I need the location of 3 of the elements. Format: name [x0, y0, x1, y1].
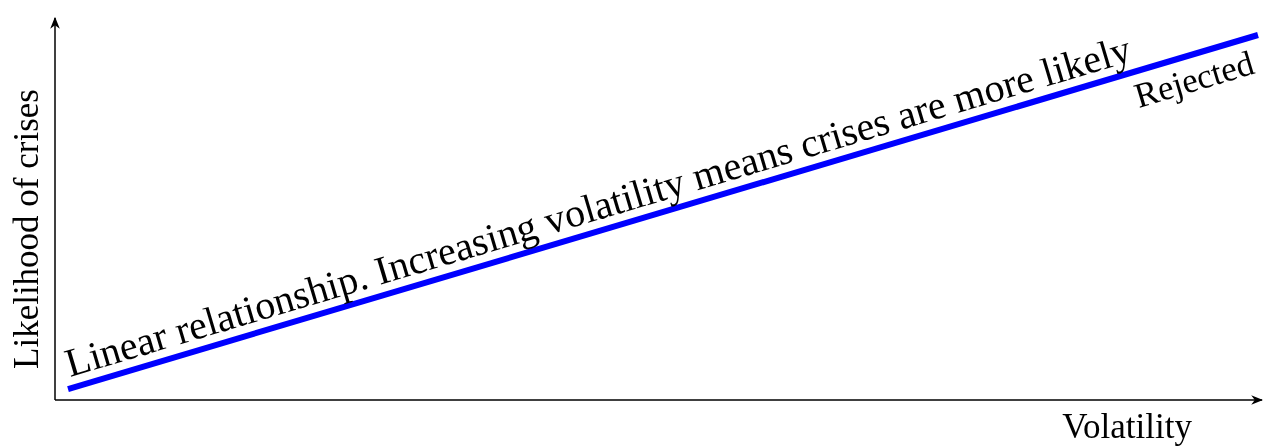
y-axis-title: Likelihood of crises — [7, 89, 46, 369]
x-axis-title: Volatility — [1062, 407, 1193, 446]
annotation: Rejected — [1129, 43, 1259, 116]
